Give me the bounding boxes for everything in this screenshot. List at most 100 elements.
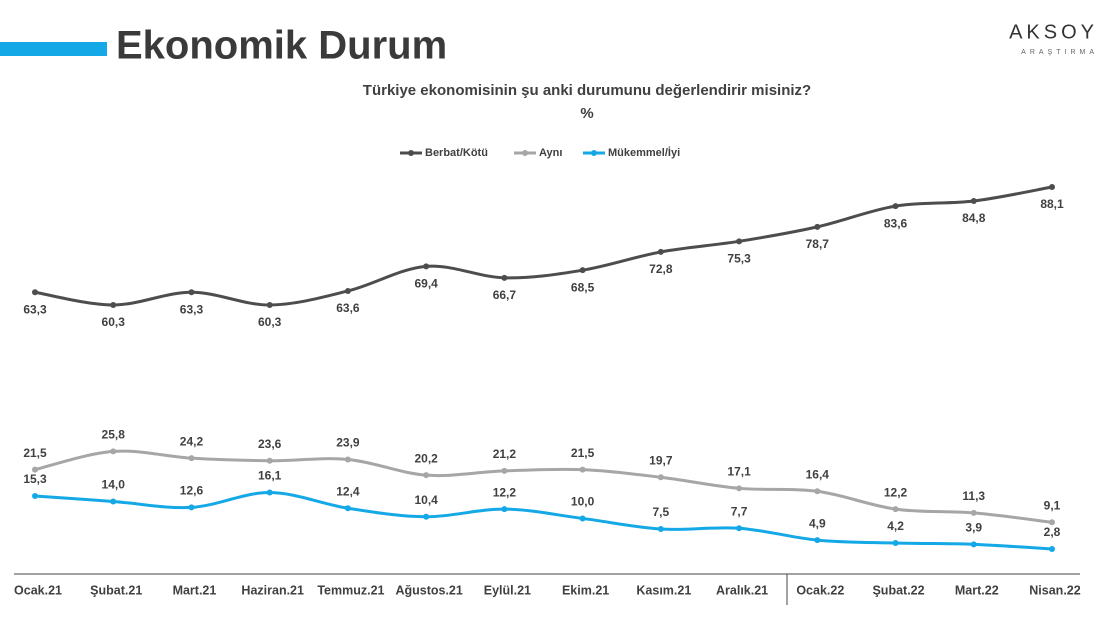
value-label: 69,4 bbox=[414, 277, 438, 291]
value-label: 7,7 bbox=[731, 504, 748, 518]
value-label: 23,9 bbox=[336, 436, 360, 450]
x-tick-label: Haziran.21 bbox=[241, 583, 304, 597]
data-point bbox=[188, 504, 195, 511]
value-label: 12,2 bbox=[493, 485, 517, 499]
data-point bbox=[344, 456, 351, 463]
value-label: 2,8 bbox=[1044, 525, 1061, 539]
data-point bbox=[266, 457, 273, 464]
value-label: 12,2 bbox=[884, 485, 908, 499]
value-label: 72,8 bbox=[649, 262, 673, 276]
data-point bbox=[736, 525, 743, 532]
value-label: 21,5 bbox=[571, 446, 595, 460]
value-label: 23,6 bbox=[258, 437, 282, 451]
series-line bbox=[34, 491, 1053, 551]
data-point bbox=[814, 488, 821, 495]
value-label: 12,6 bbox=[180, 484, 204, 498]
value-label: 7,5 bbox=[653, 505, 670, 519]
value-label: 15,3 bbox=[23, 472, 47, 486]
data-point bbox=[657, 474, 664, 481]
data-point bbox=[1049, 184, 1055, 190]
data-point bbox=[344, 287, 351, 294]
data-point bbox=[970, 509, 977, 516]
value-label: 4,2 bbox=[887, 519, 904, 533]
x-tick-label: Nisan.22 bbox=[1029, 583, 1080, 597]
value-label: 10,0 bbox=[571, 495, 595, 509]
x-tick-label: Mart.21 bbox=[173, 583, 217, 597]
logo: AKSOY bbox=[1009, 21, 1098, 43]
data-point bbox=[736, 485, 743, 492]
logo-sub: ARAŞTIRMA bbox=[1021, 49, 1098, 56]
value-label: 66,7 bbox=[493, 288, 517, 302]
legend-dot bbox=[522, 150, 528, 156]
x-tick-label: Ekim.21 bbox=[562, 583, 609, 597]
value-label: 63,3 bbox=[180, 302, 204, 316]
data-point bbox=[501, 274, 508, 281]
data-point bbox=[657, 248, 664, 255]
data-point bbox=[970, 541, 977, 548]
data-point bbox=[814, 537, 821, 544]
title-bar bbox=[0, 42, 107, 56]
data-point bbox=[1049, 519, 1055, 526]
x-tick-label: Kasım.21 bbox=[636, 583, 691, 597]
value-label: 60,3 bbox=[102, 315, 126, 329]
data-point bbox=[110, 498, 117, 505]
value-label: 10,4 bbox=[414, 493, 438, 507]
value-label: 63,3 bbox=[23, 302, 47, 316]
value-label: 24,2 bbox=[180, 434, 204, 448]
value-label: 3,9 bbox=[965, 521, 982, 535]
data-point bbox=[266, 301, 273, 308]
data-point bbox=[501, 506, 508, 513]
value-label: 68,5 bbox=[571, 280, 595, 294]
data-point bbox=[736, 238, 743, 245]
data-point bbox=[892, 203, 899, 210]
x-tick-label: Ağustos.21 bbox=[395, 583, 462, 597]
value-label: 21,5 bbox=[23, 446, 47, 460]
x-tick-label: Şubat.22 bbox=[872, 583, 924, 597]
data-point bbox=[423, 513, 430, 520]
x-tick-label: Eylül.21 bbox=[484, 583, 531, 597]
data-point bbox=[501, 467, 508, 474]
legend-label: Aynı bbox=[539, 147, 562, 159]
value-label: 16,1 bbox=[258, 469, 282, 483]
data-point bbox=[266, 489, 273, 496]
value-label: 11,3 bbox=[962, 489, 985, 503]
value-label: 4,9 bbox=[809, 516, 826, 530]
data-point bbox=[344, 505, 351, 512]
data-point bbox=[32, 289, 38, 296]
x-tick-label: Şubat.21 bbox=[90, 583, 142, 597]
data-point bbox=[970, 198, 977, 205]
value-label: 17,1 bbox=[727, 464, 751, 478]
data-point bbox=[892, 506, 899, 513]
legend-label: Mükemmel/İyi bbox=[608, 146, 680, 159]
value-label: 60,3 bbox=[258, 315, 282, 329]
series-line bbox=[34, 449, 1053, 524]
value-label: 75,3 bbox=[727, 251, 751, 265]
value-label: 14,0 bbox=[102, 478, 126, 492]
legend-dot bbox=[591, 150, 597, 156]
chart-subtitle: % bbox=[580, 105, 593, 122]
legend-dot bbox=[408, 150, 414, 156]
page-title: Ekonomik Durum bbox=[116, 24, 447, 68]
data-point bbox=[657, 526, 664, 533]
legend-label: Berbat/Kötü bbox=[425, 147, 488, 159]
value-label: 20,2 bbox=[414, 451, 438, 465]
data-point bbox=[110, 301, 117, 308]
chart-title: Türkiye ekonomisinin şu anki durumunu de… bbox=[363, 82, 811, 99]
value-label: 16,4 bbox=[806, 467, 830, 481]
x-tick-label: Temmuz.21 bbox=[317, 583, 384, 597]
value-label: 21,2 bbox=[493, 447, 517, 461]
value-label: 19,7 bbox=[649, 453, 673, 467]
x-tick-label: Aralık.21 bbox=[716, 583, 768, 597]
value-label: 63,6 bbox=[336, 301, 360, 315]
x-tick-label: Ocak.22 bbox=[796, 583, 844, 597]
value-label: 83,6 bbox=[884, 216, 908, 230]
series-line bbox=[34, 185, 1053, 307]
value-label: 12,4 bbox=[336, 484, 360, 498]
value-label: 9,1 bbox=[1044, 498, 1061, 512]
data-point bbox=[579, 515, 586, 522]
data-point bbox=[423, 472, 430, 479]
data-point bbox=[32, 492, 38, 499]
x-tick-label: Ocak.21 bbox=[14, 583, 62, 597]
value-label: 25,8 bbox=[102, 428, 126, 442]
